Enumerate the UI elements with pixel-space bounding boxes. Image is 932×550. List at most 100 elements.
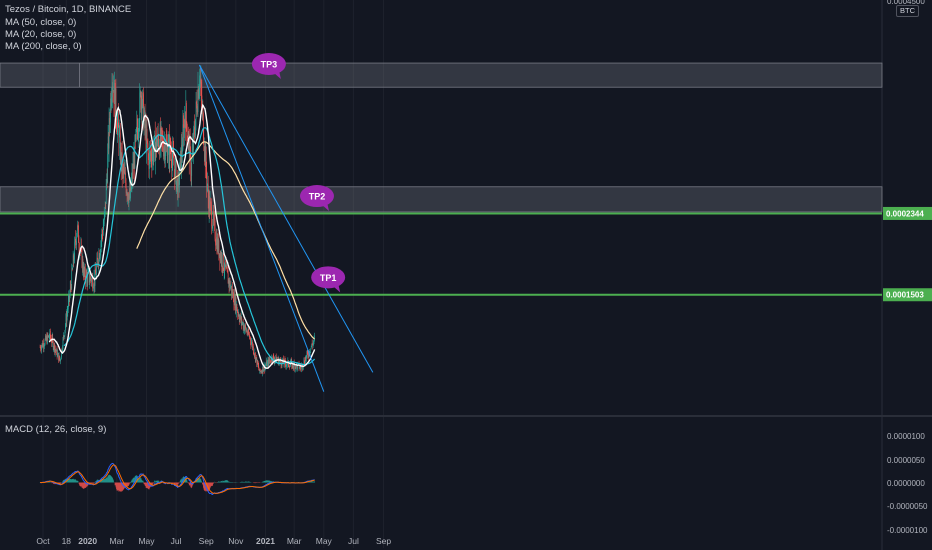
candle-body: [76, 230, 78, 238]
candle-body: [266, 361, 267, 366]
candle-body: [244, 325, 246, 329]
candle-body: [154, 135, 155, 150]
candle-body: [267, 361, 268, 367]
candle-body: [221, 255, 223, 267]
candle-body: [41, 346, 42, 351]
candle-body: [47, 334, 49, 337]
candle-body: [229, 280, 230, 286]
candle-body: [189, 141, 191, 162]
candle-body: [248, 328, 249, 334]
candle-body: [134, 155, 135, 169]
macd-bar: [208, 482, 210, 491]
macd-bar: [246, 481, 248, 483]
candle-body: [215, 242, 217, 245]
candle-body: [132, 172, 133, 180]
macd-bar: [119, 482, 121, 491]
candle-body: [289, 365, 291, 368]
candle-body: [130, 183, 131, 199]
target-bubbles: TP3 TP2 TP1: [251, 53, 346, 293]
macd-bar: [249, 481, 250, 483]
macd-bar: [150, 482, 151, 487]
candle-body: [103, 227, 104, 235]
macd-bar: [143, 482, 145, 484]
candle-body: [149, 151, 150, 169]
macd-bar: [175, 482, 177, 484]
candle-body: [137, 123, 138, 130]
price-axis: 0.00040000.00035000.00030000.00025000.00…: [883, 0, 932, 535]
candle-body: [180, 150, 182, 169]
candle-body: [168, 137, 170, 142]
candle-body: [202, 108, 204, 114]
candle-body: [131, 181, 132, 190]
macd-bar: [244, 481, 246, 483]
macd-bar: [140, 478, 142, 483]
macd-bar: [106, 477, 108, 483]
candle-body: [50, 330, 51, 337]
candle-body: [85, 268, 86, 279]
candle-body: [130, 183, 132, 190]
macd-bar: [114, 482, 116, 486]
candle-body: [105, 202, 107, 204]
macd-bar: [176, 482, 178, 485]
macd-bar: [111, 476, 112, 483]
candle-body: [263, 369, 264, 372]
macd-bar: [76, 480, 78, 483]
candle-body: [233, 302, 235, 305]
candle-body: [184, 120, 185, 138]
candle-body: [66, 314, 68, 323]
macd-bar: [112, 477, 113, 483]
macd-bar: [229, 481, 231, 483]
macd-bar: [142, 480, 144, 483]
candle-body: [89, 276, 91, 281]
candle-body: [90, 279, 92, 283]
candle-body: [93, 286, 94, 288]
candle-body: [51, 341, 53, 343]
level-tag-tp2: [883, 206, 932, 220]
macd-bar: [313, 481, 315, 483]
candle-body: [238, 313, 240, 318]
macd-bar: [159, 481, 161, 483]
candle-body: [155, 133, 156, 161]
candle-body: [169, 137, 170, 161]
ma200-line: [136, 141, 316, 340]
candle-body: [141, 105, 143, 114]
candle-body: [247, 328, 249, 335]
candle-body: [309, 352, 311, 355]
candle-body: [311, 343, 313, 347]
candle-body: [192, 144, 194, 151]
candle-body: [258, 368, 260, 371]
macd-bar: [152, 482, 154, 484]
macd-bar: [253, 482, 255, 484]
macd-bar: [226, 480, 228, 483]
macd-bar: [174, 482, 176, 485]
macd-bar: [116, 482, 117, 490]
candle-body: [199, 84, 200, 90]
macd-bar: [105, 478, 107, 483]
candle-body: [269, 360, 271, 362]
candle-body: [78, 242, 80, 248]
macd-bar: [109, 474, 111, 483]
macd-bar: [155, 481, 157, 483]
candle-body: [140, 92, 142, 110]
macd-bar: [177, 482, 179, 485]
candle-body: [167, 154, 169, 162]
macd-bar: [115, 482, 116, 486]
candle-body: [184, 120, 186, 121]
candle-body: [224, 259, 226, 271]
macd-bar: [268, 480, 270, 483]
candle-body: [82, 258, 84, 270]
candle-body: [121, 152, 123, 168]
macd-bar: [311, 481, 313, 483]
macd-bar: [186, 481, 188, 483]
candle-body: [198, 88, 199, 99]
candle-body: [249, 334, 250, 338]
macd-bar: [152, 482, 154, 484]
candle-body: [99, 253, 100, 259]
macd-bar: [313, 481, 315, 483]
candle-body: [196, 101, 197, 104]
macd-bar: [82, 482, 83, 488]
candle-body: [83, 269, 84, 276]
macd-bar: [84, 482, 86, 488]
macd-bar: [264, 480, 266, 483]
